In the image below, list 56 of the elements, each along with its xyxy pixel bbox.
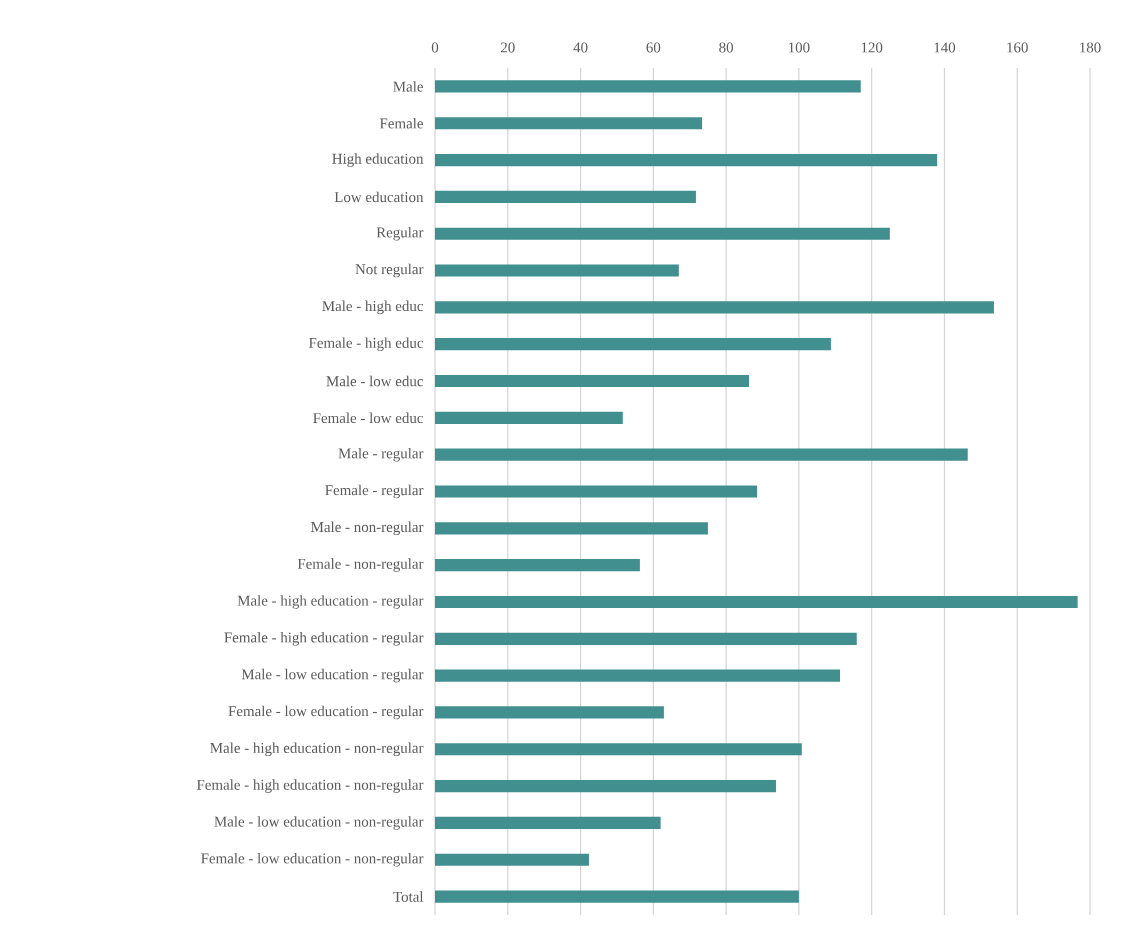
x-tick-label: 80: [719, 42, 734, 53]
y-tick-label: Female - high education - regular: [224, 632, 424, 646]
y-tick-label: Male - high education - regular: [237, 595, 424, 609]
y-tick-label: Male - low educ: [326, 375, 424, 387]
y-tick-label: Total: [393, 891, 424, 902]
bar: [435, 816, 661, 830]
bar: [435, 117, 703, 130]
bar: [435, 853, 589, 866]
x-tick-label: 140: [934, 42, 956, 53]
y-tick-label: Not regular: [355, 263, 424, 278]
bar: [435, 632, 857, 645]
x-tick-label: 100: [789, 42, 810, 53]
y-tick-label: Female: [379, 117, 423, 129]
bar: [435, 153, 938, 167]
bar: [435, 706, 664, 719]
y-tick-label: Female - low education - non-regular: [201, 852, 424, 867]
bar: [435, 338, 831, 351]
bar: [435, 448, 968, 461]
y-tick-label: Male: [393, 81, 423, 92]
y-tick-label: Female - regular: [325, 484, 424, 499]
bar: [435, 190, 696, 203]
x-tick-label: 40: [573, 42, 588, 53]
bar: [435, 264, 679, 277]
x-tick-label: 60: [646, 42, 661, 53]
bar: [435, 227, 890, 240]
bar: [435, 522, 708, 535]
x-tick-label: 160: [1007, 42, 1028, 53]
bar: [435, 411, 623, 424]
y-tick-label: Male - high educ: [322, 300, 424, 315]
bar: [435, 669, 841, 682]
y-tick-label: Low education: [334, 191, 424, 203]
x-tick-label: 0: [431, 42, 439, 53]
y-tick-label: Regular: [376, 226, 424, 241]
bar: [435, 559, 640, 572]
x-tick-label: 20: [500, 42, 515, 53]
bar: [435, 890, 799, 903]
y-tick-label: Female - low educ: [313, 412, 424, 424]
bar: [435, 743, 802, 756]
y-tick-label: High education: [332, 153, 424, 167]
bar: [435, 374, 750, 388]
bar: [435, 595, 1078, 609]
y-tick-label: Male - low education - non-regular: [214, 816, 424, 830]
x-tick-label: 120: [861, 42, 883, 53]
y-tick-label: Female - non-regular: [297, 558, 424, 572]
bar: [435, 485, 758, 498]
y-tick-label: Female - low education - regular: [228, 705, 424, 720]
y-tick-label: Female - high education - non-regular: [196, 779, 424, 793]
y-tick-label: Male - regular: [338, 447, 424, 462]
y-tick-label: Male - low education - regular: [241, 668, 424, 683]
bar: [435, 80, 861, 93]
bar: [435, 301, 994, 314]
y-tick-label: Male - high education - non-regular: [210, 742, 424, 757]
bar: [435, 780, 776, 793]
y-tick-label: Female - high educ: [308, 337, 424, 351]
x-tick-label: 180: [1080, 42, 1101, 53]
y-tick-label: Male - non-regular: [311, 521, 424, 536]
